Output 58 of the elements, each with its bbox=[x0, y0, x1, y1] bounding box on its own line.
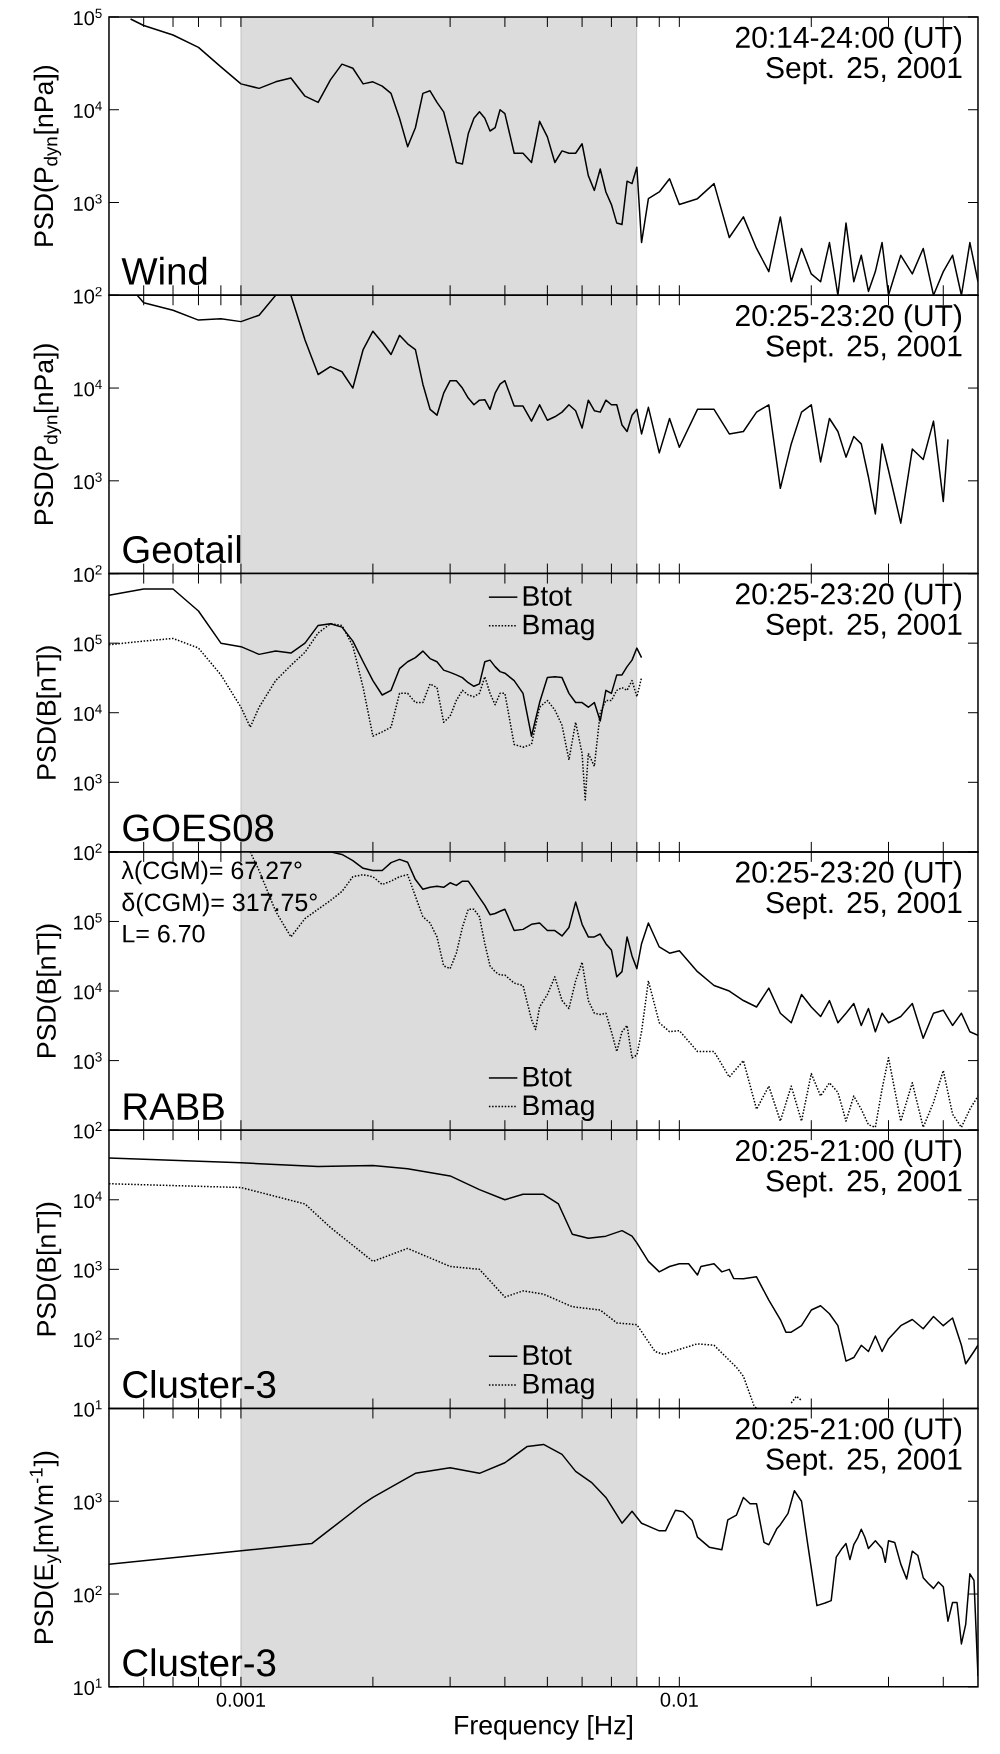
y-tick-label: 10$^{3}$ bbox=[74, 773, 102, 791]
y-tick-label: 10$^{4}$ bbox=[74, 101, 102, 119]
annotation: Sept. 25, 2001 bbox=[766, 335, 962, 363]
annotation: Sept. 25, 2001 bbox=[766, 613, 962, 641]
annotation: 20:25-23:20 (UT) bbox=[736, 304, 962, 333]
y-tick-label: 10$^{3}$ bbox=[74, 1052, 102, 1069]
legend-label: Btot bbox=[523, 586, 572, 606]
legend-label: Bmag bbox=[523, 1373, 594, 1400]
annotation: λ(CGM)= 67.27° bbox=[121, 860, 302, 885]
annotation: 20:25-21:00 (UT) bbox=[736, 1139, 962, 1168]
y-tick-label: 10$^{4}$ bbox=[74, 379, 102, 397]
y-tick-label: 10$^{5}$ bbox=[74, 634, 102, 652]
annotation: 20:14-24:00 (UT) bbox=[736, 25, 962, 54]
y-tick-label: 10$^{3}$ bbox=[74, 472, 102, 490]
y-tick-label: 10$^{2}$ bbox=[74, 843, 102, 861]
y-axis-title: PSD(E$_{y}$[mVm$^{-1}$]) bbox=[29, 1451, 62, 1643]
y-tick-label: 10$^{2}$ bbox=[74, 1585, 102, 1603]
x-tick-label: 0.001 bbox=[216, 1692, 265, 1707]
y-tick-label: 10$^{2}$ bbox=[74, 565, 102, 582]
y-axis-title: PSD(B[nT]) bbox=[36, 1202, 62, 1336]
y-axis-title: PSD(P$_{dyn}$[nPa]) bbox=[33, 344, 62, 525]
y-tick-label: 10$^{2}$ bbox=[74, 1330, 102, 1348]
annotation: Sept. 25, 2001 bbox=[766, 1448, 962, 1476]
annotation: Sept. 25, 2001 bbox=[766, 892, 962, 920]
annotation: δ(CGM)= 317.75° bbox=[122, 892, 317, 917]
y-tick-label: 10$^{3}$ bbox=[74, 1492, 102, 1510]
annotation: Cluster-3 bbox=[123, 1369, 276, 1399]
y-tick-label: 10$^{4}$ bbox=[74, 982, 102, 1000]
annotation: GOES08 bbox=[123, 814, 274, 842]
annotation: Geotail bbox=[123, 535, 241, 564]
y-tick-label: 10$^{4}$ bbox=[74, 704, 102, 722]
y-tick-label: 10$^{3}$ bbox=[74, 194, 102, 211]
annotation: 20:25-21:00 (UT) bbox=[736, 1417, 962, 1446]
y-tick-label: 10$^{1}$ bbox=[74, 1678, 102, 1696]
y-axis-title: PSD(P$_{dyn}$[nPa]) bbox=[33, 66, 62, 246]
legend-label: Bmag bbox=[523, 1095, 594, 1121]
annotation: Wind bbox=[121, 256, 207, 285]
y-tick-label: 10$^{1}$ bbox=[74, 1400, 102, 1417]
y-tick-label: 10$^{2}$ bbox=[74, 286, 102, 304]
y-tick-label: 10$^{3}$ bbox=[74, 1260, 102, 1278]
annotation: Cluster-3 bbox=[123, 1648, 276, 1677]
annotation: Sept. 25, 2001 bbox=[766, 1170, 962, 1198]
annotation: 20:25-23:20 (UT) bbox=[736, 582, 962, 611]
legend-label: Btot bbox=[523, 1066, 572, 1087]
annotation: RABB bbox=[124, 1093, 224, 1120]
annotation: 20:25-23:20 (UT) bbox=[736, 860, 962, 889]
legend-label: Btot bbox=[523, 1345, 572, 1366]
y-tick-label: 10$^{5}$ bbox=[74, 8, 102, 26]
y-tick-label: 10$^{4}$ bbox=[74, 1191, 102, 1209]
y-axis-title: PSD(B[nT]) bbox=[36, 646, 62, 779]
x-axis-title: Frequency [Hz] bbox=[455, 1714, 632, 1740]
x-tick-label: 0.01 bbox=[660, 1692, 698, 1707]
annotation: Sept. 25, 2001 bbox=[766, 57, 962, 85]
legend-label: Bmag bbox=[523, 614, 594, 641]
annotation: L= 6.70 bbox=[123, 924, 205, 943]
y-tick-label: 10$^{5}$ bbox=[74, 913, 102, 930]
y-tick-label: 10$^{2}$ bbox=[74, 1121, 102, 1139]
y-axis-title: PSD(B[nT]) bbox=[36, 924, 62, 1057]
